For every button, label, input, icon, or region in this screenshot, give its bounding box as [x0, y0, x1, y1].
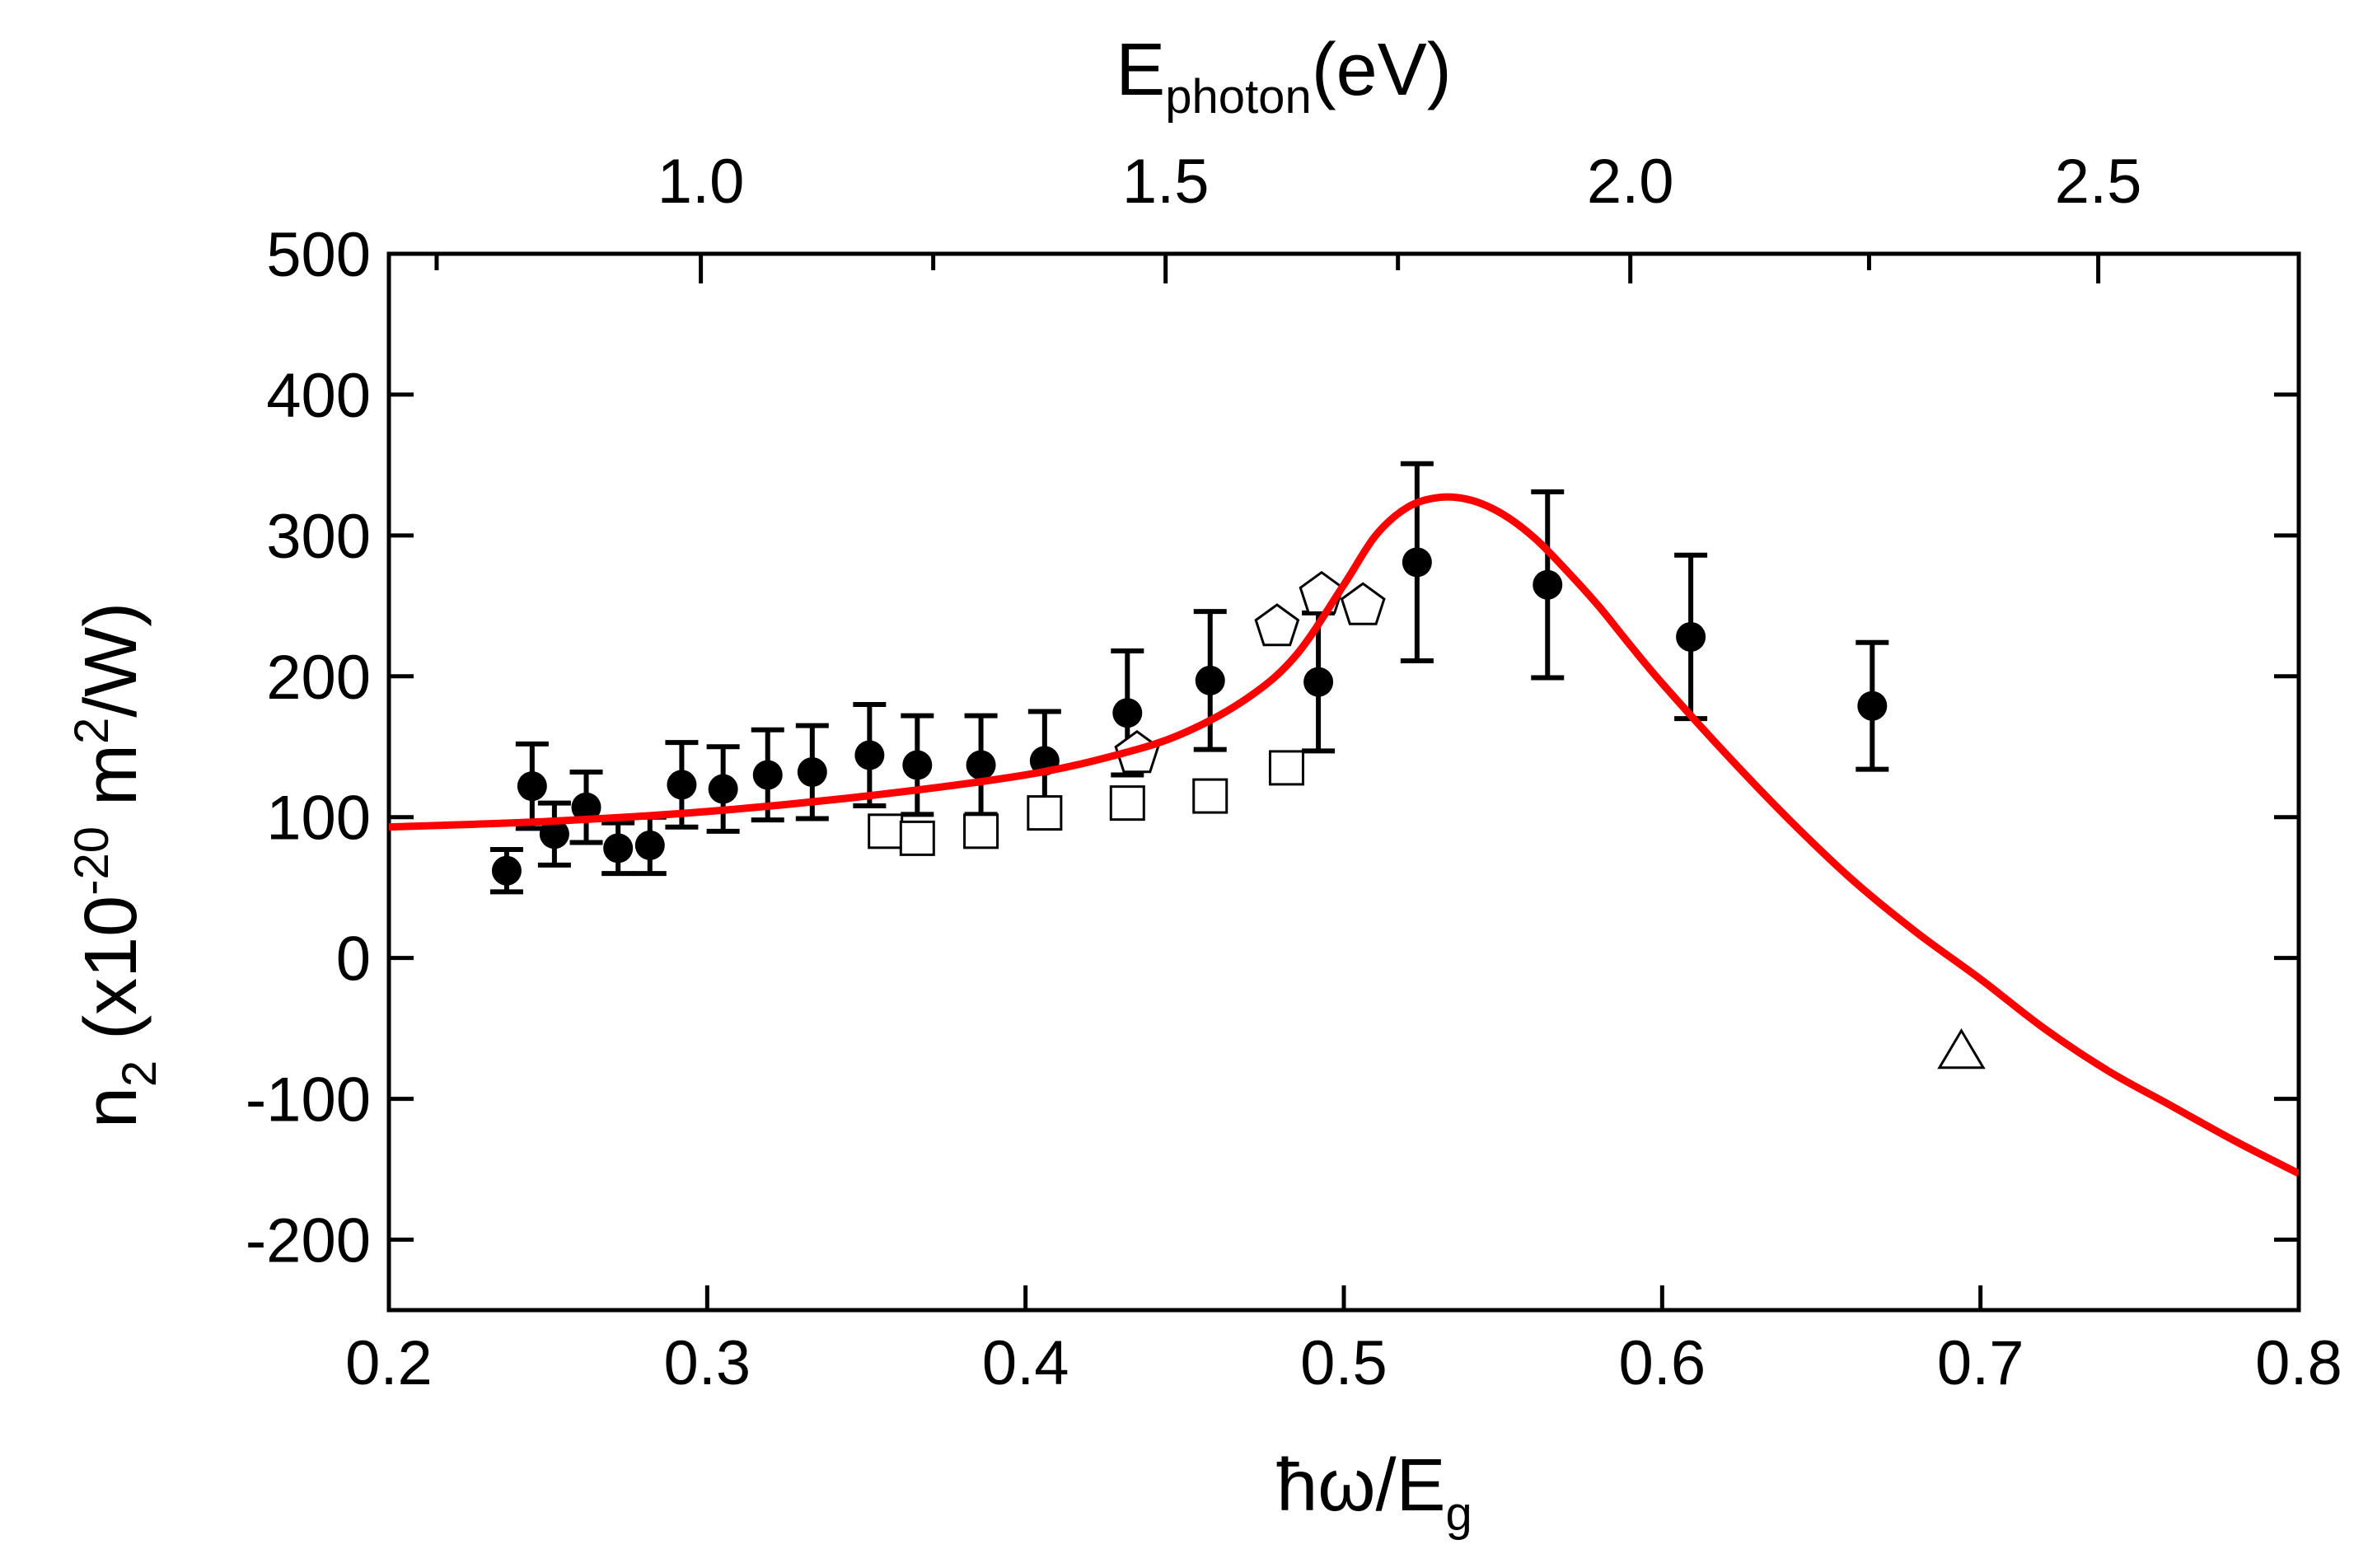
y-tick-label: 400	[266, 361, 371, 431]
data-point-square	[1027, 795, 1063, 831]
y-tick-label: 100	[266, 784, 371, 854]
y-axis-title-exp: -20	[65, 826, 119, 896]
top-tick-label: 2.5	[2055, 147, 2142, 217]
data-point	[634, 830, 665, 860]
y-axis-title-mid: (x10	[70, 896, 152, 1060]
data-point-square	[1192, 778, 1228, 814]
data-point	[1112, 698, 1143, 728]
tick-marks	[386, 251, 2301, 1310]
data-point	[603, 833, 634, 864]
data-point	[708, 774, 738, 804]
y-tick-label: -200	[246, 1206, 371, 1276]
data-point	[1676, 621, 1706, 652]
data-point	[1533, 569, 1563, 600]
data-point-square	[1268, 750, 1304, 786]
theory-curve	[389, 493, 2299, 1177]
data-point	[854, 740, 885, 770]
data-point	[1402, 547, 1432, 578]
y-tick-label: 0	[336, 924, 371, 995]
y-tick-label: 500	[266, 220, 371, 290]
top-tick-label: 1.5	[1122, 147, 1210, 217]
y-tick-label: 200	[266, 643, 371, 713]
series-open-squares	[868, 750, 1304, 856]
data-point	[539, 819, 569, 850]
top-tick-label: 2.0	[1587, 147, 1674, 217]
top-axis-title: Ephoton(eV)	[1116, 29, 1451, 124]
data-point	[752, 760, 783, 790]
x-axis-title-sub: g	[1446, 1487, 1472, 1541]
data-point	[667, 770, 697, 800]
data-point	[902, 750, 933, 780]
x-axis-title: ħω/Eg	[1276, 1444, 1472, 1541]
top-axis-title-main: E	[1116, 29, 1165, 111]
y-axis-title: n2 (x10-20 m2/W)	[65, 602, 166, 1128]
data-point-triangle	[1937, 1027, 1986, 1070]
data-point	[491, 855, 522, 886]
data-point	[571, 792, 601, 822]
x-tick-label: 0.3	[664, 1328, 751, 1398]
top-axis-title-sub: photon	[1165, 70, 1311, 124]
y-tick-label: 300	[266, 502, 371, 572]
tick-labels: 0.2 0.3 0.4 0.5 0.6 0.7 0.8 -200 -100 0 100 200 300 4…	[246, 147, 2342, 1398]
y-axis-title-unit: m	[70, 744, 152, 826]
data-point-square	[963, 813, 999, 850]
data-point	[1857, 690, 1888, 721]
y-tick-label: -100	[246, 1065, 371, 1135]
data-series	[389, 461, 2299, 1177]
y-axis-title-prefix: n	[70, 1087, 152, 1128]
y-axis-title-exp2: 2	[65, 718, 119, 744]
series-measured	[489, 461, 1889, 895]
series-open-triangle	[1937, 1027, 1986, 1070]
x-tick-label: 0.8	[2255, 1328, 2342, 1398]
data-point	[797, 757, 827, 788]
y-axis-title-tail: /W)	[70, 602, 152, 718]
x-tick-label: 0.6	[1619, 1328, 1706, 1398]
data-point-square	[899, 820, 935, 856]
data-point-square	[868, 813, 904, 850]
top-axis-title-tail: (eV)	[1312, 29, 1452, 111]
data-point-pentagon	[1254, 603, 1300, 647]
x-axis-title-main: ħω/E	[1276, 1444, 1445, 1527]
x-tick-label: 0.4	[982, 1328, 1069, 1398]
data-point	[517, 771, 547, 802]
x-tick-label: 0.5	[1300, 1328, 1388, 1398]
top-tick-label: 1.0	[658, 147, 745, 217]
series-theory	[389, 493, 2299, 1177]
x-tick-label: 0.7	[1937, 1328, 2024, 1398]
data-point	[1195, 665, 1225, 695]
y-axis-title-sub: 2	[113, 1060, 166, 1087]
data-point	[1303, 667, 1334, 697]
x-tick-label: 0.2	[345, 1328, 433, 1398]
data-point	[966, 750, 996, 780]
data-point-pentagon	[1340, 582, 1386, 625]
data-point-square	[1109, 785, 1145, 821]
